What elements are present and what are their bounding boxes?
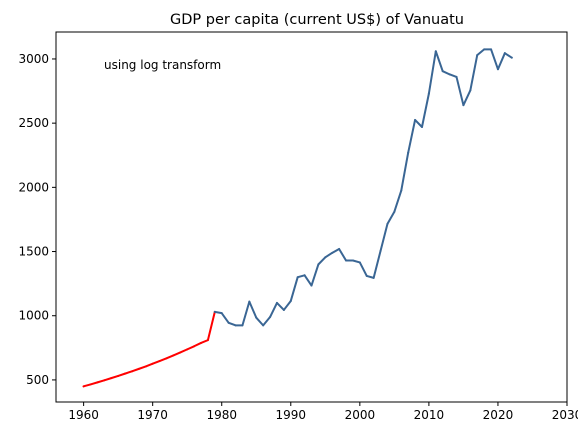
data-point-observed bbox=[365, 274, 368, 277]
data-point-observed bbox=[248, 300, 251, 303]
data-point-imputed bbox=[151, 362, 154, 365]
data-point-observed bbox=[275, 301, 278, 304]
data-point-observed bbox=[400, 189, 403, 192]
series-line-imputed bbox=[82, 310, 216, 388]
y-tick-label: 3000 bbox=[18, 52, 49, 66]
data-point-observed bbox=[490, 48, 493, 51]
axes: 1960 1970 1980 1990 2000 2010 2020 2030 500 1000 1… bbox=[18, 31, 578, 422]
data-point-observed bbox=[241, 324, 244, 327]
data-point-observed bbox=[345, 259, 348, 262]
data-point-imputed bbox=[172, 354, 175, 357]
data-point-imputed bbox=[200, 341, 203, 344]
data-point-imputed bbox=[144, 365, 147, 368]
data-point-observed bbox=[269, 316, 272, 319]
data-point-imputed bbox=[89, 383, 92, 386]
data-point-observed bbox=[317, 263, 320, 266]
data-point-imputed bbox=[96, 381, 99, 384]
data-point-observed bbox=[393, 210, 396, 213]
data-point-observed bbox=[448, 73, 451, 76]
data-point-observed bbox=[510, 56, 513, 59]
plot-area bbox=[82, 48, 513, 388]
data-point-imputed bbox=[179, 351, 182, 354]
data-point-observed bbox=[220, 312, 223, 315]
data-point-imputed bbox=[193, 345, 196, 348]
data-point-imputed bbox=[117, 374, 120, 377]
x-tick-label: 1980 bbox=[206, 408, 237, 422]
data-point-imputed bbox=[137, 367, 140, 370]
data-point-observed bbox=[331, 251, 334, 254]
chart-title: GDP per capita (current US$) of Vanuatu bbox=[170, 12, 464, 28]
axes-frame bbox=[55, 31, 568, 403]
data-point-observed bbox=[420, 126, 423, 128]
data-point-observed bbox=[414, 118, 417, 121]
data-point-observed bbox=[503, 52, 506, 55]
data-point-observed bbox=[386, 222, 389, 225]
data-point-imputed bbox=[82, 385, 85, 388]
x-tick-label: 2030 bbox=[552, 408, 578, 422]
data-point-observed bbox=[476, 54, 479, 57]
x-tick-label: 1960 bbox=[68, 408, 99, 422]
y-tick-label: 1000 bbox=[18, 309, 49, 323]
y-tick-label: 2000 bbox=[18, 180, 49, 194]
data-point-observed bbox=[234, 324, 237, 327]
data-point-observed bbox=[262, 324, 265, 327]
data-point-observed bbox=[338, 247, 341, 250]
x-tick-label: 1970 bbox=[137, 408, 168, 422]
data-point-observed bbox=[255, 316, 258, 319]
y-tick-label: 500 bbox=[26, 373, 49, 387]
data-point-imputed bbox=[103, 379, 106, 382]
data-point-observed bbox=[455, 75, 458, 78]
data-point-imputed bbox=[124, 372, 127, 375]
data-point-observed bbox=[358, 261, 361, 264]
data-point-observed bbox=[227, 321, 230, 324]
data-point-observed bbox=[289, 299, 292, 302]
data-point-imputed bbox=[186, 348, 189, 351]
data-point-observed bbox=[296, 276, 299, 279]
series-line-observed bbox=[213, 48, 513, 327]
data-point-imputed bbox=[158, 360, 161, 363]
x-tick-label: 1990 bbox=[276, 408, 307, 422]
data-point-observed bbox=[434, 50, 437, 53]
data-point-observed bbox=[324, 256, 327, 259]
data-point-observed bbox=[310, 284, 313, 287]
data-point-observed bbox=[469, 89, 472, 92]
x-tick-label: 2000 bbox=[345, 408, 376, 422]
data-point-observed bbox=[303, 274, 306, 277]
data-point-observed bbox=[483, 48, 486, 51]
x-tick-label: 2010 bbox=[414, 408, 445, 422]
data-point-imputed bbox=[130, 370, 133, 373]
data-point-imputed bbox=[206, 339, 209, 342]
data-point-imputed bbox=[165, 357, 168, 360]
data-point-observed bbox=[496, 68, 499, 71]
data-point-observed bbox=[379, 249, 382, 252]
data-point-observed bbox=[407, 151, 410, 154]
data-point-observed bbox=[441, 70, 444, 73]
x-tick-label: 2020 bbox=[483, 408, 514, 422]
y-tick-label: 2500 bbox=[18, 116, 49, 130]
data-point-observed bbox=[372, 276, 375, 279]
data-point-observed bbox=[427, 92, 430, 95]
y-tick-label: 1500 bbox=[18, 245, 49, 259]
data-point-observed bbox=[462, 104, 465, 107]
data-point-imputed bbox=[110, 377, 113, 380]
data-point-observed bbox=[351, 259, 354, 262]
data-point-observed bbox=[282, 308, 285, 311]
data-point-observed bbox=[213, 310, 216, 313]
chart-annotation: using log transform bbox=[104, 58, 221, 72]
